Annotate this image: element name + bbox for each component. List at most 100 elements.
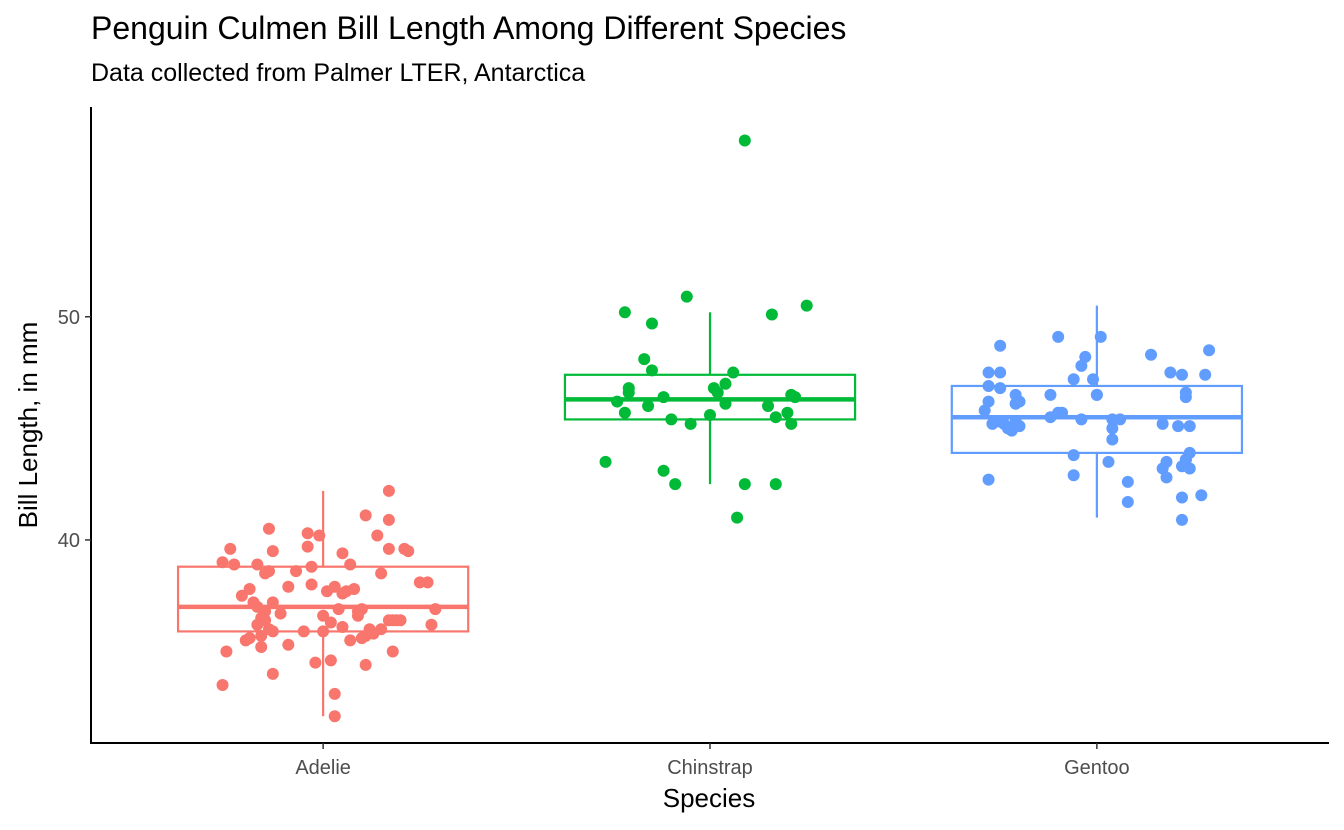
data-point	[731, 511, 744, 524]
data-point	[262, 565, 275, 578]
data-point	[266, 667, 279, 680]
data-point	[262, 522, 275, 535]
data-point	[1087, 373, 1100, 386]
data-point	[1183, 420, 1196, 433]
data-point	[224, 542, 237, 555]
data-point	[1102, 455, 1115, 468]
data-point	[1203, 344, 1216, 357]
data-point	[290, 565, 303, 578]
data-point	[1094, 330, 1107, 343]
data-point	[305, 578, 318, 591]
data-point	[1183, 462, 1196, 475]
data-point	[348, 583, 361, 596]
data-point	[386, 645, 399, 658]
data-point	[1175, 368, 1188, 381]
data-point	[382, 542, 395, 555]
x-axis-ticks: Adelie Chinstrap Gentoo	[295, 743, 1130, 779]
data-point	[359, 509, 372, 522]
data-point	[618, 406, 631, 419]
data-point	[243, 632, 256, 645]
data-point	[317, 625, 330, 638]
data-point	[382, 484, 395, 497]
data-point	[1067, 469, 1080, 482]
data-point	[1145, 348, 1158, 361]
data-point	[781, 406, 794, 419]
data-point	[684, 417, 697, 430]
data-point	[622, 382, 635, 395]
data-point	[1172, 420, 1185, 433]
data-point	[762, 400, 775, 413]
data-point	[313, 529, 326, 542]
y-tick-label: 40	[58, 530, 80, 552]
data-point	[425, 618, 438, 631]
data-point	[259, 605, 272, 618]
data-point	[1075, 413, 1088, 426]
data-point	[394, 614, 407, 627]
data-point	[359, 658, 372, 671]
data-point	[727, 366, 740, 379]
data-point	[638, 353, 651, 366]
y-axis-ticks: 40 50	[58, 307, 91, 552]
data-point	[611, 395, 624, 408]
data-point	[382, 513, 395, 526]
data-point	[282, 638, 295, 651]
data-point	[305, 560, 318, 573]
data-point	[344, 558, 357, 571]
data-point	[344, 634, 357, 647]
data-point	[297, 625, 310, 638]
data-point	[1183, 446, 1196, 459]
data-point	[1013, 395, 1026, 408]
data-point	[1156, 417, 1169, 430]
data-point	[738, 478, 751, 491]
data-point	[1106, 433, 1119, 446]
series-adelie	[176, 484, 470, 723]
data-point	[982, 379, 995, 392]
data-point	[1164, 366, 1177, 379]
x-axis-title: Species	[663, 783, 756, 813]
data-point	[235, 589, 248, 602]
data-point	[1079, 350, 1092, 363]
data-point	[251, 558, 264, 571]
x-tick-label: Adelie	[295, 757, 351, 779]
chart-title: Penguin Culmen Bill Length Among Differe…	[91, 10, 847, 46]
x-tick-label: Chinstrap	[667, 757, 753, 779]
data-point	[375, 567, 388, 580]
data-point	[328, 687, 341, 700]
data-point	[216, 556, 229, 569]
data-point	[1199, 368, 1212, 381]
data-point	[255, 641, 268, 654]
data-point	[328, 580, 341, 593]
data-point	[266, 625, 279, 638]
data-point	[220, 645, 233, 658]
data-point	[228, 558, 241, 571]
data-point	[719, 397, 732, 410]
y-tick-label: 50	[58, 307, 80, 329]
data-point	[301, 527, 314, 540]
data-point	[274, 607, 287, 620]
data-point	[769, 478, 782, 491]
data-point	[1179, 386, 1192, 399]
data-point	[765, 308, 778, 321]
data-point	[1067, 373, 1080, 386]
data-point	[1106, 422, 1119, 435]
data-point	[704, 408, 716, 421]
series-gentoo	[950, 305, 1244, 526]
data-point	[324, 616, 337, 629]
data-point	[645, 364, 658, 377]
data-point	[1013, 420, 1026, 433]
data-point	[324, 654, 337, 667]
data-point	[599, 455, 612, 468]
data-point	[1160, 455, 1173, 468]
data-point	[371, 529, 384, 542]
data-point	[769, 411, 782, 424]
data-point	[657, 391, 670, 404]
data-point	[332, 603, 345, 616]
data-point	[336, 547, 349, 560]
data-point	[317, 609, 330, 622]
data-point	[1114, 413, 1127, 426]
data-point	[1044, 388, 1057, 401]
data-point	[719, 377, 732, 390]
data-point	[421, 576, 434, 589]
data-point	[982, 395, 995, 408]
